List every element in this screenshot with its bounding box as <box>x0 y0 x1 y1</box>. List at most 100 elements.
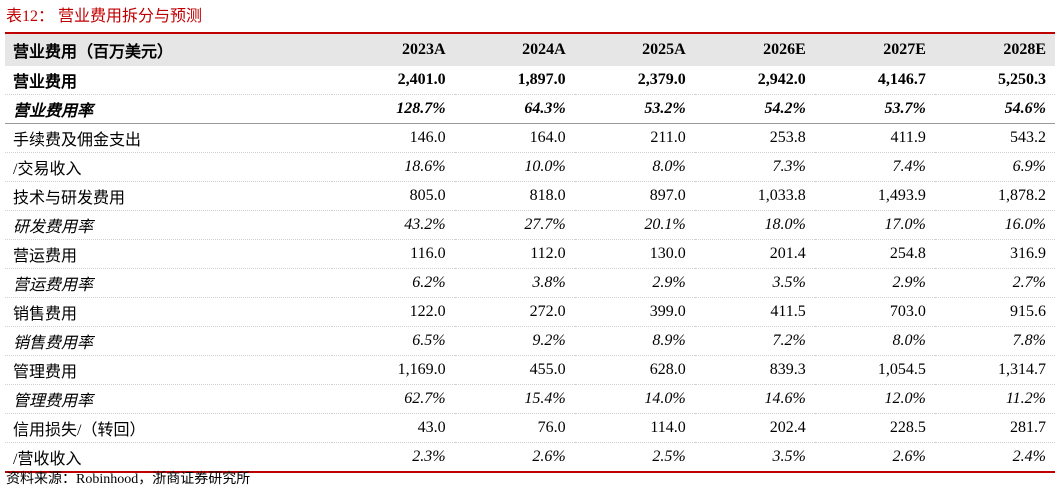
cell: 254.8 <box>814 239 935 269</box>
cell: 201.4 <box>694 239 815 269</box>
cell: 18.0% <box>694 210 815 240</box>
cell: 202.4 <box>694 413 815 443</box>
cell: 76.0 <box>454 413 575 443</box>
cell: 228.5 <box>814 413 935 443</box>
cell: 11.2% <box>934 384 1055 414</box>
cell: 146.0 <box>332 123 455 153</box>
header-row: 营业费用（百万美元） 2023A 2024A 2025A 2026E 2027E 2028E <box>5 33 1055 66</box>
cell: 6.9% <box>934 152 1055 182</box>
table-row: 管理费用 1,169.0 455.0 628.0 839.3 1,054.5 1,314.7 <box>5 355 1055 385</box>
table-row: 手续费及佣金支出 146.0 164.0 211.0 253.8 411.9 543.2 <box>5 123 1055 153</box>
cell: 114.0 <box>574 413 695 443</box>
cell: 9.2% <box>454 326 575 356</box>
cell: 8.9% <box>574 326 695 356</box>
cell: 543.2 <box>934 123 1055 153</box>
table-row: 信用损失/（转回） 43.0 76.0 114.0 202.4 228.5 281.7 <box>5 413 1055 443</box>
row-label: 营运费用 <box>5 239 333 269</box>
row-label: 销售费用 <box>5 297 333 327</box>
table-title: 表12： 营业费用拆分与预测 <box>6 8 203 25</box>
cell: 54.2% <box>694 94 815 124</box>
column-header: 2027E <box>814 33 935 66</box>
cell: 7.2% <box>694 326 815 356</box>
cell: 116.0 <box>332 239 455 269</box>
table-row: 营运费用 116.0 112.0 130.0 201.4 254.8 316.9 <box>5 239 1055 269</box>
cell: 164.0 <box>454 123 575 153</box>
cell: 1,314.7 <box>934 355 1055 385</box>
cell: 455.0 <box>454 355 575 385</box>
cell: 53.2% <box>574 94 695 124</box>
cell: 15.4% <box>454 384 575 414</box>
cell: 3.5% <box>772 448 806 465</box>
row-label: 管理费用率 <box>5 384 333 414</box>
column-header: 营业费用（百万美元） <box>5 33 333 66</box>
row-label: 营业费用率 <box>5 94 333 124</box>
cell: 253.8 <box>694 123 815 153</box>
cell: 3.8% <box>454 268 575 298</box>
cell: 12.0% <box>814 384 935 414</box>
row-label: 管理费用 <box>5 355 333 385</box>
table-row: 销售费用率 6.5% 9.2% 8.9% 7.2% 8.0% 7.8% <box>5 326 1055 356</box>
row-label: /营收收入 <box>13 451 82 468</box>
cell: 1,897.0 <box>454 66 575 95</box>
cell: 1,169.0 <box>332 355 455 385</box>
cell: 6.5% <box>332 326 455 356</box>
cell: 5,250.3 <box>934 66 1055 95</box>
cell: 2.6% <box>892 448 926 465</box>
cell: 130.0 <box>574 239 695 269</box>
cell: 411.5 <box>694 297 815 327</box>
cell: 1,033.8 <box>694 181 815 211</box>
cell: 281.7 <box>934 413 1055 443</box>
cell: 1,054.5 <box>814 355 935 385</box>
cell: 7.4% <box>814 152 935 182</box>
table-row: /交易收入 18.6% 10.0% 8.0% 7.3% 7.4% 6.9% <box>5 152 1055 182</box>
cell: 20.1% <box>574 210 695 240</box>
cell: 27.7% <box>454 210 575 240</box>
column-header: 2024A <box>454 33 575 66</box>
row-label: 营运费用率 <box>5 268 333 298</box>
cell: 805.0 <box>332 181 455 211</box>
cell: 14.6% <box>694 384 815 414</box>
cell: 1,493.9 <box>814 181 935 211</box>
cell: 18.6% <box>332 152 455 182</box>
column-header: 2023A <box>332 33 455 66</box>
cell: 2,379.0 <box>574 66 695 95</box>
table-row: 营业费用 2,401.0 1,897.0 2,379.0 2,942.0 4,146.7 5… <box>5 66 1055 95</box>
cell: 64.3% <box>454 94 575 124</box>
cell: 17.0% <box>814 210 935 240</box>
cell: 3.5% <box>694 268 815 298</box>
cell: 8.0% <box>574 152 695 182</box>
cell: 128.7% <box>332 94 455 124</box>
row-label: 信用损失/（转回） <box>5 413 333 443</box>
cell: 839.3 <box>694 355 815 385</box>
source-note: 资料来源：Robinhood，浙商证券研究所 <box>6 472 251 487</box>
cell: 122.0 <box>332 297 455 327</box>
cell: 6.2% <box>332 268 455 298</box>
cell: 2.4% <box>1012 448 1046 465</box>
cell: 8.0% <box>814 326 935 356</box>
cell: 272.0 <box>454 297 575 327</box>
cell: 1,878.2 <box>934 181 1055 211</box>
table-row: 技术与研发费用 805.0 818.0 897.0 1,033.8 1,493.9 1,87… <box>5 181 1055 211</box>
column-header: 2028E <box>934 33 1055 66</box>
cell: 915.6 <box>934 297 1055 327</box>
table: 营业费用（百万美元） 2023A 2024A 2025A 2026E 2027E 2028E… <box>5 32 1055 473</box>
cell: 62.7% <box>332 384 455 414</box>
cell: 211.0 <box>574 123 695 153</box>
cell: 2.9% <box>814 268 935 298</box>
cell: 2.9% <box>574 268 695 298</box>
cell: 43.2% <box>332 210 455 240</box>
cell: 2.3% <box>412 448 446 465</box>
cell: 2,401.0 <box>332 66 455 95</box>
cell: 7.8% <box>934 326 1055 356</box>
cell: 628.0 <box>574 355 695 385</box>
cell: 16.0% <box>934 210 1055 240</box>
cell: 54.6% <box>934 94 1055 124</box>
row-label: /交易收入 <box>5 152 333 182</box>
table-row: 营业费用率 128.7% 64.3% 53.2% 54.2% 53.7% 54.6% <box>5 94 1055 124</box>
cell: 7.3% <box>694 152 815 182</box>
column-header: 2025A <box>574 33 695 66</box>
table-row: 营运费用率 6.2% 3.8% 2.9% 3.5% 2.9% 2.7% <box>5 268 1055 298</box>
table-row: 管理费用率 62.7% 15.4% 14.0% 14.6% 12.0% 11.2% <box>5 384 1055 414</box>
cell: 703.0 <box>814 297 935 327</box>
